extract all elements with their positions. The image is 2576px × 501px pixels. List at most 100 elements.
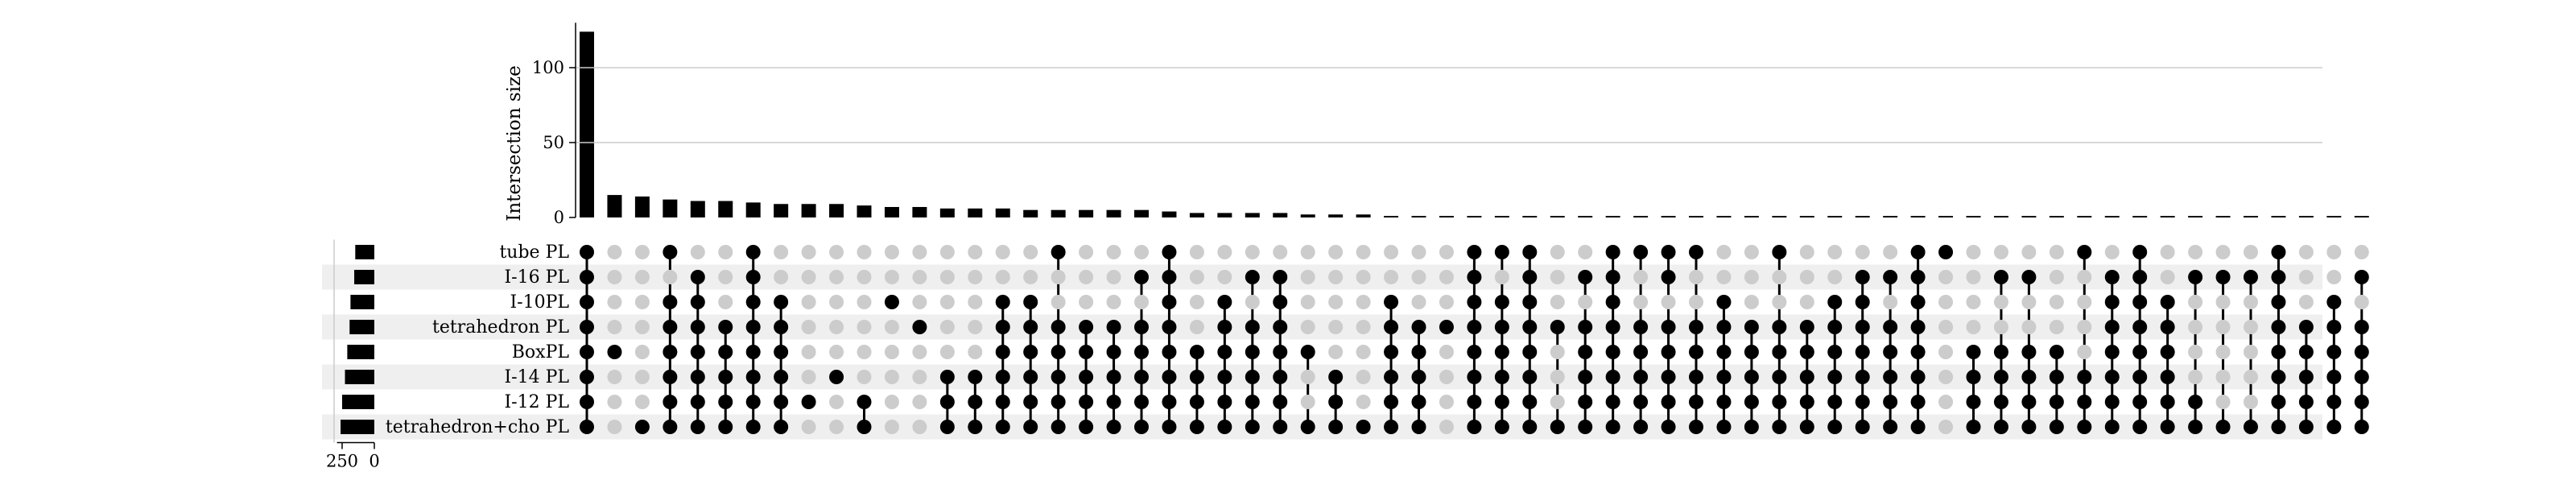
- matrix-dot-filled: [995, 345, 1010, 359]
- set-size-tick-label: 0: [369, 452, 379, 471]
- matrix-dot-empty: [1993, 245, 2008, 259]
- matrix-dot-empty: [1273, 245, 1288, 259]
- matrix-dot-filled: [2049, 395, 2064, 409]
- matrix-dot-filled: [1661, 270, 1676, 284]
- matrix-dot-empty: [1855, 245, 1870, 259]
- y-tick-label: 0: [554, 208, 564, 227]
- matrix-dot-filled: [2077, 370, 2092, 384]
- matrix-dot-filled: [1217, 295, 1232, 309]
- intersection-bar: [829, 204, 844, 217]
- matrix-dot-filled: [912, 320, 927, 334]
- matrix-dot-filled: [968, 420, 983, 434]
- set-size-bar: [349, 320, 374, 334]
- matrix-dot-filled: [1689, 395, 1703, 409]
- matrix-dot-filled: [1162, 245, 1177, 259]
- matrix-dot-empty: [1661, 295, 1676, 309]
- matrix-dot-filled: [607, 345, 622, 359]
- matrix-dot-filled: [2132, 370, 2148, 384]
- matrix-dot-empty: [912, 345, 927, 359]
- matrix-dot-empty: [1772, 270, 1787, 284]
- matrix-dot-empty: [634, 270, 650, 284]
- matrix-dot-filled: [1273, 420, 1288, 434]
- intersection-size-axis: Intersection size 0 50 100: [504, 23, 2322, 227]
- matrix-dot-empty: [2244, 295, 2258, 309]
- matrix-dot-filled: [1578, 370, 1593, 384]
- matrix-dot-empty: [857, 270, 872, 284]
- matrix-dot-filled: [1245, 420, 1260, 434]
- matrix-dot-filled: [1134, 320, 1149, 334]
- matrix-dot-filled: [939, 395, 955, 409]
- matrix-dot-filled: [718, 420, 733, 434]
- set-size-bar: [350, 295, 374, 309]
- matrix-dot-empty: [2244, 245, 2258, 259]
- matrix-dot-filled: [1689, 420, 1703, 434]
- matrix-dot-filled: [1051, 395, 1066, 409]
- row-stripe: [322, 414, 2322, 440]
- matrix-dot-filled: [1605, 295, 1620, 309]
- matrix-dot-filled: [2188, 395, 2203, 409]
- matrix-dot-filled: [1772, 420, 1787, 434]
- intersection-bar: [1661, 216, 1676, 217]
- matrix-dot-empty: [634, 245, 650, 259]
- set-size-tick-label: 250: [326, 452, 358, 471]
- matrix-dot-empty: [2077, 320, 2092, 334]
- matrix-dot-empty: [1079, 270, 1094, 284]
- matrix-dot-filled: [1883, 370, 1898, 384]
- matrix-dot-filled: [2354, 370, 2369, 384]
- matrix-dot-empty: [2188, 370, 2203, 384]
- matrix-dot-empty: [884, 395, 899, 409]
- matrix-dot-filled: [1744, 420, 1759, 434]
- matrix-dot-filled: [2271, 345, 2286, 359]
- matrix-dot-empty: [1217, 245, 1232, 259]
- set-size-bar: [345, 370, 374, 384]
- matrix-dot-filled: [1467, 420, 1482, 434]
- matrix-dot-filled: [2298, 420, 2314, 434]
- intersection-bar: [1079, 209, 1094, 217]
- matrix-dot-empty: [607, 420, 622, 434]
- matrix-dot-filled: [857, 395, 872, 409]
- matrix-dot-empty: [912, 370, 927, 384]
- matrix-dot-empty: [2188, 295, 2203, 309]
- set-label: I-10PL: [510, 292, 569, 313]
- matrix-dot-empty: [2188, 345, 2203, 359]
- matrix-dot-filled: [1273, 320, 1288, 334]
- matrix-dot-filled: [1051, 345, 1066, 359]
- matrix-dot-filled: [1245, 370, 1260, 384]
- matrix-dot-empty: [2244, 370, 2258, 384]
- matrix-dot-filled: [1300, 345, 1315, 359]
- matrix-dot-filled: [1772, 345, 1787, 359]
- matrix-dot-filled: [1855, 270, 1870, 284]
- matrix-dot-empty: [774, 245, 789, 259]
- matrix-dot-empty: [1079, 245, 1094, 259]
- matrix-dot-empty: [1827, 270, 1843, 284]
- matrix-dot-empty: [1439, 370, 1454, 384]
- matrix-dot-filled: [1883, 420, 1898, 434]
- matrix-dot-filled: [1661, 420, 1676, 434]
- matrix-dot-empty: [1966, 245, 1981, 259]
- matrix-dot-filled: [1189, 370, 1204, 384]
- matrix-dot-empty: [995, 270, 1010, 284]
- matrix-dot-filled: [884, 295, 899, 309]
- intersection-bar: [607, 195, 622, 217]
- matrix-dot-empty: [1550, 395, 1565, 409]
- matrix-dot-empty: [1716, 245, 1732, 259]
- matrix-dot-empty: [607, 295, 622, 309]
- matrix-dot-filled: [580, 270, 594, 284]
- matrix-dot-filled: [2049, 420, 2064, 434]
- matrix-dot-empty: [634, 345, 650, 359]
- matrix-dot-filled: [1522, 245, 1538, 259]
- matrix-dot-filled: [1827, 295, 1843, 309]
- intersection-bar: [718, 201, 733, 217]
- matrix-dot-filled: [1328, 395, 1344, 409]
- matrix-dot-filled: [1522, 420, 1538, 434]
- intersection-bar: [1051, 209, 1066, 217]
- matrix-dot-filled: [1079, 370, 1094, 384]
- matrix-dot-filled: [1384, 345, 1399, 359]
- matrix-dot-empty: [2354, 295, 2369, 309]
- matrix-dot-empty: [1356, 270, 1371, 284]
- matrix-dot-filled: [1328, 370, 1344, 384]
- intersection-bar: [690, 201, 705, 217]
- intersection-bar: [1578, 216, 1593, 217]
- matrix-dot-filled: [2215, 420, 2231, 434]
- matrix-dot-filled: [2271, 395, 2286, 409]
